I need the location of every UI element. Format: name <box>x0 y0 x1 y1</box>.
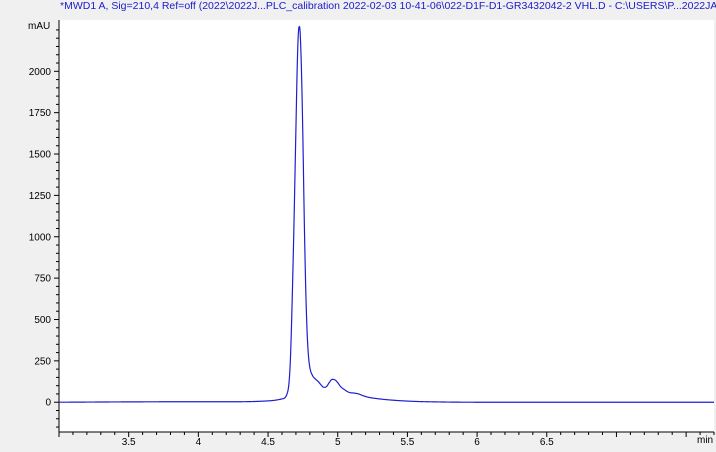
axes: 0 250 500 750 1000 1250 1500 1750 2000 3.5 4 4.5 5 5.… <box>29 20 715 448</box>
y-axis-unit-label: mAU <box>28 21 50 32</box>
x-tick-label: 6 <box>474 437 480 448</box>
y-tick-label: 0 <box>45 398 51 409</box>
y-tick-label: 500 <box>34 315 51 326</box>
y-tick-label: 2000 <box>29 67 52 78</box>
x-tick-label: 6.5 <box>540 437 554 448</box>
x-tick-label: 4 <box>196 437 202 448</box>
y-tick-label: 1000 <box>29 232 52 243</box>
trace-layer <box>58 25 714 403</box>
y-tick-label: 750 <box>34 274 51 285</box>
y-tick-label: 1500 <box>29 150 52 161</box>
chromatogram-trace <box>58 25 714 403</box>
y-tick-label: 250 <box>34 356 51 367</box>
y-tick-label: 1250 <box>29 191 52 202</box>
x-tick-label: 3.5 <box>122 437 136 448</box>
y-tick-label: 1750 <box>29 108 52 119</box>
x-axis-unit-label: min <box>697 435 713 446</box>
plot-area <box>59 20 714 432</box>
x-tick-label: 5 <box>335 437 341 448</box>
chart-title: *MWD1 A, Sig=210,4 Ref=off (2022\2022J..… <box>60 0 716 12</box>
x-tick-label: 5.5 <box>400 437 414 448</box>
x-tick-label: 4.5 <box>261 437 275 448</box>
